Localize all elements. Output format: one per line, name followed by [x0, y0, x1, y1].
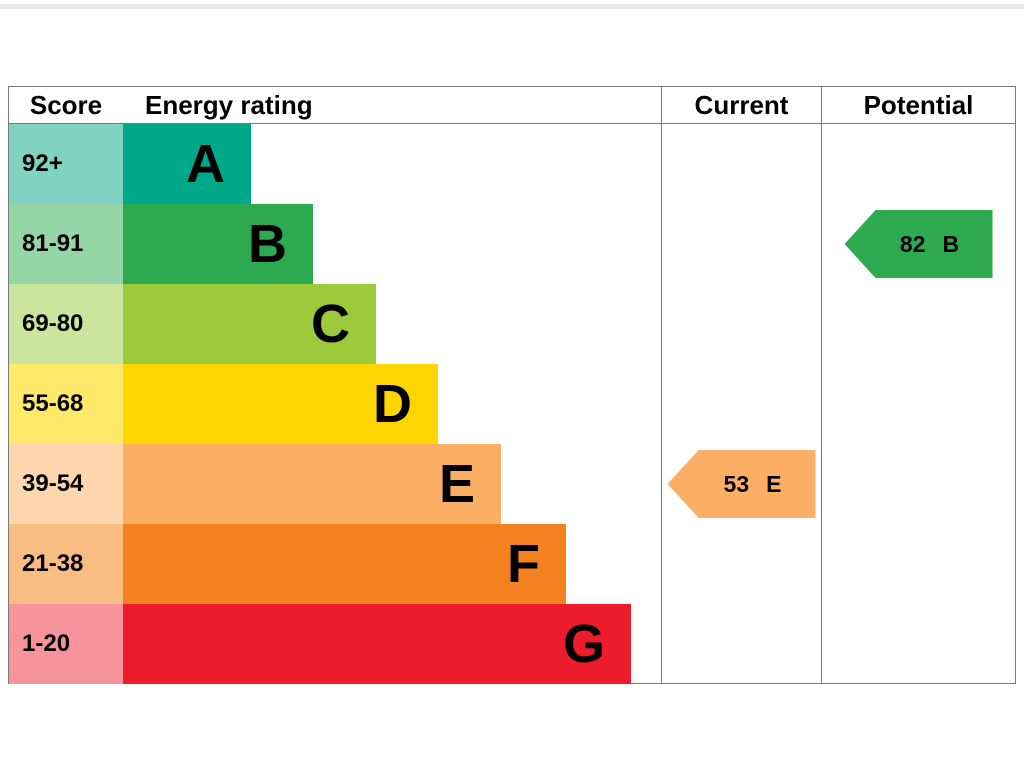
potential-cell: [821, 604, 1015, 684]
potential-cell: 82 B: [821, 204, 1015, 284]
band-row-d: 55-68 D: [9, 364, 1015, 444]
current-cell: [661, 604, 821, 684]
band-bar-area: E: [123, 444, 661, 524]
band-bar-area: G: [123, 604, 661, 684]
band-bar-area: A: [123, 124, 661, 204]
band-bar-area: D: [123, 364, 661, 444]
band-bar-area: B: [123, 204, 661, 284]
potential-rating-arrow: 82 B: [844, 210, 993, 278]
epc-rating-chart: Score Energy rating Current Potential 92…: [8, 86, 1016, 684]
current-rating-letter: E: [766, 470, 782, 497]
current-cell: [661, 204, 821, 284]
score-column-header: Score: [29, 89, 103, 120]
potential-column-header: Potential: [821, 87, 1015, 123]
current-cell: [661, 124, 821, 204]
band-score-range: 81-91: [9, 204, 123, 284]
band-bar: A: [123, 124, 251, 204]
potential-cell: [821, 124, 1015, 204]
current-rating-arrow: 53 E: [667, 450, 816, 518]
band-letter: G: [562, 614, 605, 674]
potential-cell: [821, 364, 1015, 444]
band-row-f: 21-38 F: [9, 524, 1015, 604]
energy-rating-column-header: Energy rating: [145, 89, 313, 120]
band-bar: G: [123, 604, 631, 684]
band-bar: C: [123, 284, 376, 364]
top-divider: [0, 4, 1024, 9]
potential-rating-letter: B: [942, 230, 960, 257]
band-row-a: 92+ A: [9, 124, 1015, 204]
band-bar-area: F: [123, 524, 661, 604]
current-cell: [661, 284, 821, 364]
band-bar-area: C: [123, 284, 661, 364]
band-letter: E: [438, 454, 475, 514]
band-row-c: 69-80 C: [9, 284, 1015, 364]
potential-score-value: 82: [899, 230, 926, 257]
chart-header-row: Score Energy rating Current Potential: [9, 87, 1015, 124]
band-letter: D: [373, 374, 412, 434]
band-score-range: 21-38: [9, 524, 123, 604]
band-score-range: 55-68: [9, 364, 123, 444]
band-bar: B: [123, 204, 313, 284]
current-column-header: Current: [661, 87, 821, 123]
band-letter: A: [186, 134, 225, 194]
band-row-g: 1-20 G: [9, 604, 1015, 684]
band-bar: D: [123, 364, 438, 444]
band-letter: B: [248, 214, 287, 274]
band-score-range: 92+: [9, 124, 123, 204]
current-cell: 53 E: [661, 444, 821, 524]
band-letter: F: [507, 534, 540, 594]
band-bar: F: [123, 524, 566, 604]
potential-cell: [821, 284, 1015, 364]
current-score-value: 53: [723, 470, 750, 497]
band-score-range: 39-54: [9, 444, 123, 524]
potential-cell: [821, 444, 1015, 524]
band-score-range: 1-20: [9, 604, 123, 684]
current-cell: [661, 524, 821, 604]
band-letter: C: [311, 294, 350, 354]
band-row-b: 81-91 B 82 B: [9, 204, 1015, 284]
band-row-e: 39-54 E 53 E: [9, 444, 1015, 524]
current-cell: [661, 364, 821, 444]
band-score-range: 69-80: [9, 284, 123, 364]
band-bar: E: [123, 444, 501, 524]
potential-cell: [821, 524, 1015, 604]
